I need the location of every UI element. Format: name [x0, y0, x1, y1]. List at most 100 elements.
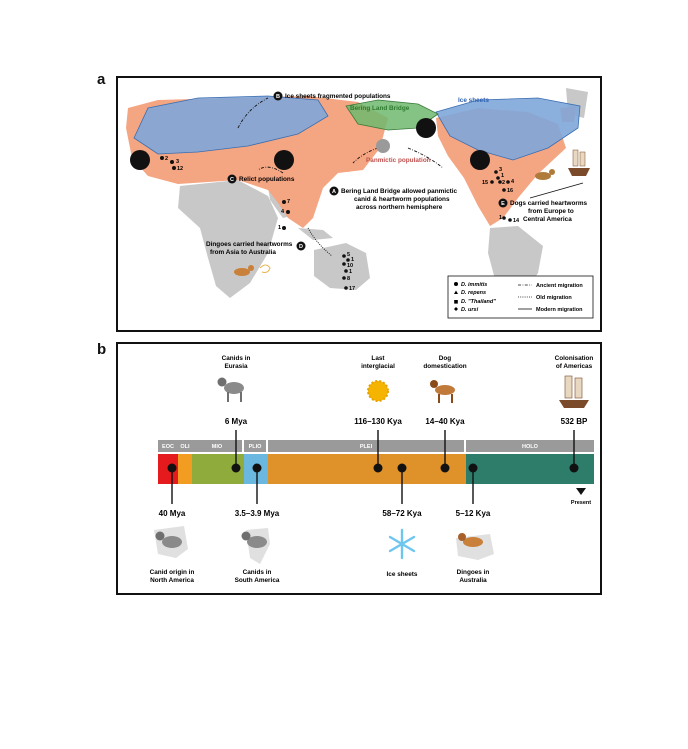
epoch-label-mio: MIO	[212, 444, 223, 450]
dingo-icon	[234, 264, 271, 276]
d-caption-line-2: from Asia to Australia	[210, 249, 276, 256]
event-dot-above-1	[231, 463, 241, 473]
ice-north-america	[435, 97, 581, 161]
dog-icon	[430, 380, 455, 403]
dingo-icon	[456, 533, 494, 560]
point-au-4	[344, 269, 348, 273]
event-date-above-4: 532 BP	[561, 417, 588, 426]
legend: D. immitis D. repens D. "Thailand" D. ur…	[447, 275, 594, 319]
legend-square-icon	[454, 300, 458, 304]
point-label: 12	[177, 166, 183, 172]
legend-species-3: D. "Thailand"	[461, 299, 496, 305]
present-label: Present	[571, 500, 591, 506]
marker-e	[498, 198, 508, 208]
point-eu-3	[172, 166, 176, 170]
event-dot-above-3	[440, 463, 450, 473]
map-wolf-icon-asia	[274, 150, 294, 170]
event-caption-below-3a: Ice sheets	[387, 571, 418, 578]
point-ca-2	[508, 218, 512, 222]
event-date-below-1: 40 Mya	[159, 509, 186, 518]
sun-icon	[367, 380, 389, 402]
epoch-label-eoc: EOC	[162, 444, 174, 450]
epoch-band-plei	[268, 454, 466, 484]
marker-c	[227, 174, 237, 184]
point-na-1	[494, 170, 498, 174]
point-label: 8	[347, 276, 350, 282]
event-dot-above-2	[373, 463, 383, 473]
epoch-label-bar-eoc	[158, 440, 178, 452]
data-points	[160, 156, 512, 290]
point-na-5	[502, 188, 506, 192]
arrow-c-relict	[257, 166, 284, 174]
epoch-label-plei: PLEI	[360, 444, 373, 450]
epoch-label-bar-oli	[178, 440, 192, 452]
epoch-label-bar-plio	[244, 440, 266, 452]
arrow-a-west	[352, 147, 379, 164]
marker-b	[273, 91, 283, 101]
range-japan	[348, 156, 358, 172]
land-australia	[314, 243, 370, 290]
wolf-icon	[217, 377, 244, 402]
event-caption-above-2b: interglacial	[361, 363, 395, 370]
arrow-a-east	[407, 147, 444, 169]
point-eu-2	[170, 160, 174, 164]
legend-box	[447, 275, 594, 319]
legend-circle-icon	[454, 282, 458, 286]
land-africa	[178, 180, 278, 298]
bering-land-bridge-label: Bering Land Bridge	[350, 105, 410, 112]
point-au-5	[342, 276, 346, 280]
point-label: 7	[287, 199, 290, 205]
panel-b-timeline: EOC OLI MIO PLIO PLEI HOLO Present 6 Mya	[116, 342, 602, 595]
legend-species-4: D. ursi	[461, 307, 479, 313]
event-caption-above-4a: Colonisation	[555, 355, 594, 362]
point-label: 1	[499, 215, 502, 221]
point-label: 1	[278, 225, 281, 231]
event-caption-below-4a: Dingoes in	[457, 569, 490, 576]
point-au-3	[342, 262, 346, 266]
point-label: 1	[349, 269, 352, 275]
event-caption-below-2a: Canids in	[243, 569, 272, 576]
point-as-2	[286, 210, 290, 214]
a-caption-line-2: canid & heartworm populations	[354, 196, 450, 203]
land-indonesia	[298, 228, 333, 240]
point-label: 1	[501, 173, 504, 179]
event-caption-above-1b: Eurasia	[224, 363, 248, 370]
legend-triangle-icon	[454, 290, 458, 294]
event-caption-above-3b: domestication	[423, 363, 466, 370]
d-caption-line-1: Dingoes carried heartworms	[206, 241, 293, 248]
marker-d-letter: D	[299, 244, 303, 250]
a-caption-line-1: Bering Land Bridge allowed panmictic	[341, 188, 458, 195]
event-dot-below-2	[252, 463, 262, 473]
epoch-label-bar-holo	[466, 440, 594, 452]
event-date-above-2: 116–130 Kya	[354, 417, 402, 426]
epoch-band-oli	[178, 454, 192, 484]
panel-a-letter: a	[97, 71, 106, 88]
event-date-below-3: 58–72 Kya	[382, 509, 422, 518]
point-label: 4	[511, 179, 515, 185]
event-dot-below-4	[468, 463, 478, 473]
event-caption-above-2a: Last	[371, 355, 385, 362]
point-label: 2	[502, 180, 505, 186]
event-caption-below-1b: North America	[150, 577, 194, 584]
point-label: 1	[351, 257, 354, 263]
wolf-icon	[241, 528, 270, 564]
event-date-below-4: 5–12 Kya	[456, 509, 491, 518]
event-dot-below-1	[167, 463, 177, 473]
point-au-1	[342, 254, 346, 258]
epoch-label-plio: PLIO	[249, 444, 263, 450]
marker-c-letter: C	[230, 177, 234, 183]
map-wolf-icon-america	[470, 150, 490, 170]
point-au-2	[346, 258, 350, 262]
arrow-d-dingo	[307, 227, 333, 257]
ship-icon	[559, 375, 589, 408]
map-wolf-icon-europe	[130, 150, 150, 170]
point-label: 3	[176, 159, 179, 165]
e-caption-line-3: Central America	[523, 216, 572, 223]
point-label: 16	[507, 188, 513, 194]
epoch-label-bar-plei	[268, 440, 464, 452]
legend-migration-1: Ancient migration	[536, 283, 583, 289]
point-ca-1	[502, 216, 506, 220]
ice-sheets-label: Ice sheets	[458, 97, 489, 104]
event-caption-below-2b: South America	[235, 577, 280, 584]
marker-b-letter: B	[276, 94, 280, 100]
